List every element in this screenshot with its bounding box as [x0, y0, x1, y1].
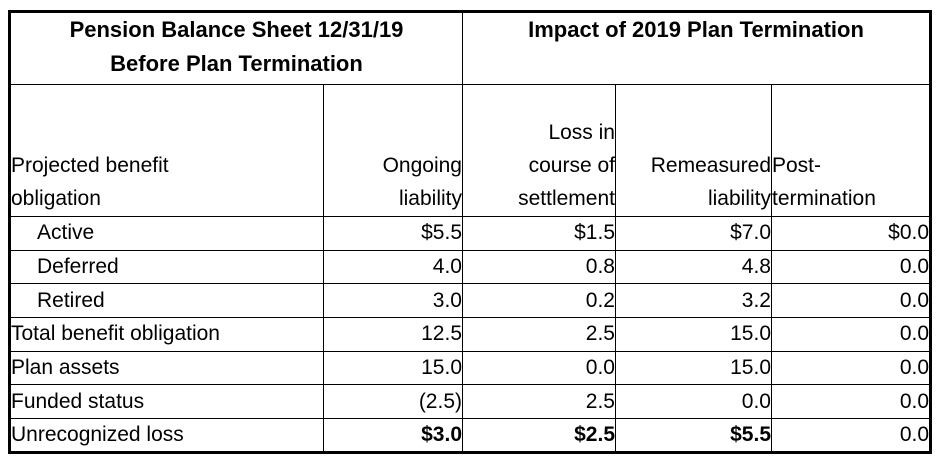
cell-value: 3.2 — [615, 283, 772, 319]
row-label: Unrecognized loss — [9, 418, 324, 453]
cell-value: 0.0 — [615, 384, 772, 420]
table-row-retired: Retired 3.0 0.2 3.2 0.0 — [9, 283, 932, 319]
table-row-plan-assets: Plan assets 15.0 0.0 15.0 0.0 — [9, 350, 932, 386]
cell-value: 2.5 — [462, 384, 616, 420]
cell-value: 3.0 — [323, 283, 463, 319]
cell-value: 12.5 — [323, 317, 463, 352]
cell-value: $5.5 — [323, 216, 463, 251]
header-impact-termination: Impact of 2019 Plan Termination — [461, 11, 932, 85]
col-header-ongoing-liability: Ongoing liability — [323, 84, 463, 217]
col-header-loss-in-course-of-settlement: Loss in course of settlement — [462, 84, 616, 217]
column-header-row: Projected benefit obligation Ongoing lia… — [9, 84, 932, 217]
cell-value: 0.0 — [770, 418, 932, 453]
cell-value: 0.8 — [462, 249, 616, 285]
cell-value: 4.8 — [615, 249, 772, 285]
cell-value: (2.5) — [323, 384, 463, 420]
table-row-funded-status: Funded status (2.5) 2.5 0.0 0.0 — [9, 384, 932, 420]
cell-value: $7.0 — [615, 216, 772, 251]
cell-value: 15.0 — [323, 350, 463, 386]
row-label: Retired — [9, 283, 324, 319]
col-header-projected-benefit-obligation: Projected benefit obligation — [9, 84, 324, 217]
col-header-post-termination: Post- termination — [770, 84, 932, 217]
row-label: Funded status — [9, 384, 324, 420]
cell-value: 0.0 — [770, 283, 932, 319]
cell-value: 0.0 — [770, 350, 932, 386]
row-label: Deferred — [9, 249, 324, 285]
cell-value: $5.5 — [615, 418, 772, 453]
cell-value: $3.0 — [323, 418, 463, 453]
cell-value: $0.0 — [770, 216, 932, 251]
header-group-row: Pension Balance Sheet 12/31/19 Before Pl… — [9, 11, 932, 85]
cell-value: 0.0 — [770, 317, 932, 352]
col-header-remeasured-liability: Remeasured liability — [615, 84, 772, 217]
cell-value: 15.0 — [615, 350, 772, 386]
table-row-total-benefit-obligation: Total benefit obligation 12.5 2.5 15.0 0… — [9, 317, 932, 352]
cell-value: 4.0 — [323, 249, 463, 285]
cell-value: 2.5 — [462, 317, 616, 352]
cell-value: $1.5 — [462, 216, 616, 251]
header-before-termination: Pension Balance Sheet 12/31/19 Before Pl… — [9, 11, 463, 85]
cell-value: 0.0 — [770, 249, 932, 285]
row-label: Active — [9, 216, 324, 251]
cell-value: 0.0 — [462, 350, 616, 386]
row-label: Total benefit obligation — [9, 317, 324, 352]
table-row-deferred: Deferred 4.0 0.8 4.8 0.0 — [9, 249, 932, 285]
table-row-unrecognized-loss: Unrecognized loss $3.0 $2.5 $5.5 0.0 — [9, 418, 932, 453]
cell-value: $2.5 — [462, 418, 616, 453]
cell-value: 15.0 — [615, 317, 772, 352]
cell-value: 0.2 — [462, 283, 616, 319]
cell-value: 0.0 — [770, 384, 932, 420]
row-label: Plan assets — [9, 350, 324, 386]
table-row-active: Active $5.5 $1.5 $7.0 $0.0 — [9, 216, 932, 251]
pension-balance-table: Pension Balance Sheet 12/31/19 Before Pl… — [8, 10, 933, 454]
